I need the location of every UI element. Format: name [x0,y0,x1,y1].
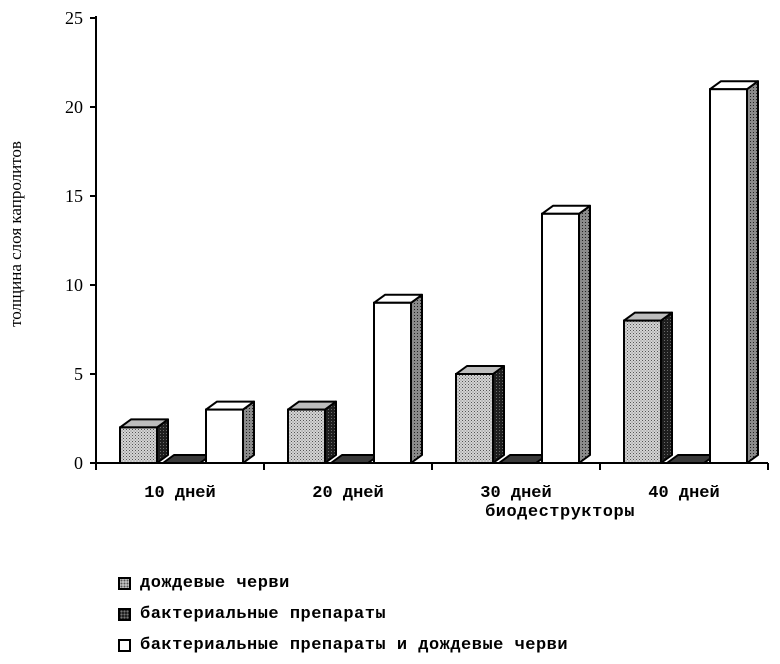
legend-item-bacterial: бактериальные препараты [118,601,568,628]
bar-side [578,204,591,464]
bar-top [330,454,380,464]
bar-earthworms [119,418,169,464]
legend-swatch-earthworms [118,577,131,590]
bar-side [746,80,759,464]
legend-label-earthworms: дождевые черви [140,574,290,593]
bar-top [498,454,548,464]
bar-bacterial [162,454,212,465]
bar-front [287,408,326,465]
y-axis-label: толщина слоя капролитов [6,141,25,327]
bar-front [373,301,412,464]
bar-top [666,454,716,464]
y-tick-label: 20 [65,97,83,117]
bar-bacterial [330,454,380,465]
bar-side [492,365,505,464]
legend-label-combined: бактериальные препараты и дождевые черви [140,636,569,655]
bar-combined [205,400,255,465]
x-axis-label: биодеструкторы [485,503,635,522]
y-tick-label: 15 [65,186,83,206]
legend-item-combined: бактериальные препараты и дождевые черви [118,632,568,659]
bar-front [541,212,580,464]
x-tick-label: 40 дней [648,484,719,503]
x-tick-label: 10 дней [144,484,215,503]
bar-side [410,293,423,464]
bar-bacterial [498,454,548,465]
legend-label-bacterial: бактериальные препараты [140,605,387,624]
bar-front [623,319,662,464]
bar-front [455,373,494,464]
y-tick-label: 10 [65,275,83,295]
bar-top [162,454,212,464]
y-tick-label: 25 [65,8,83,28]
legend-item-earthworms: дождевые черви [118,570,568,597]
bar-side [242,400,255,464]
bar-side [660,311,673,464]
bar-front [709,88,748,464]
bar-earthworms [287,400,337,465]
bar-combined [709,80,759,464]
bar-front [119,426,158,464]
x-tick-label: 20 дней [312,484,383,503]
legend: дождевые черви бактериальные препараты б… [118,570,568,663]
bar-front [205,408,244,465]
bar-bacterial [666,454,716,465]
y-tick-label: 5 [74,364,83,384]
bar-combined [373,293,423,464]
bar-side [324,400,337,464]
bar-earthworms [455,365,505,464]
legend-swatch-combined [118,639,131,652]
legend-swatch-bacterial [118,608,131,621]
bar-combined [541,204,591,464]
y-tick-label: 0 [74,453,83,473]
x-tick-label: 30 дней [480,484,551,503]
bar-earthworms [623,311,673,464]
